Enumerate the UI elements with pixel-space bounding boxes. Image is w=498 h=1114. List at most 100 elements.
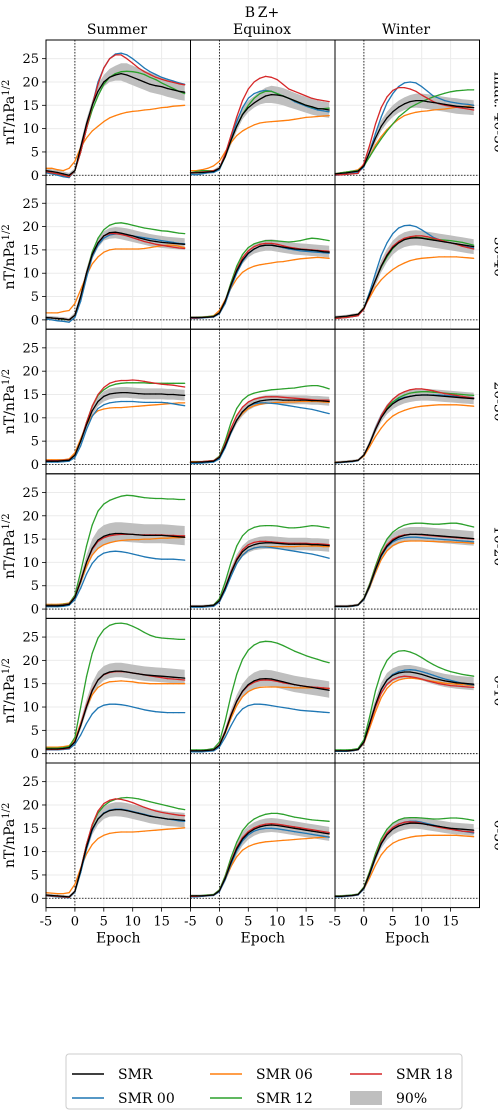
- data-point-smr: [126, 74, 128, 76]
- data-point-smr: [403, 534, 405, 537]
- data-point-smr06: [172, 828, 174, 830]
- data-point-smr18: [114, 233, 116, 235]
- data-point-smr00: [85, 428, 88, 431]
- data-point-smr06: [114, 115, 116, 117]
- data-point-smr18: [450, 685, 452, 687]
- data-point-smr06: [403, 262, 405, 264]
- row-label-4: 0-10: [491, 675, 498, 706]
- data-point-smr12: [241, 399, 244, 401]
- data-point-smr: [172, 393, 174, 396]
- data-point-smr06: [259, 264, 261, 266]
- data-point-smr00: [317, 410, 319, 412]
- data-point-smr12: [184, 498, 186, 501]
- data-point-smr: [282, 399, 284, 401]
- data-point-smr: [403, 823, 405, 825]
- data-point-smr12: [253, 818, 255, 820]
- data-point-smr06: [68, 167, 70, 169]
- data-point-smr00: [288, 707, 290, 710]
- data-point-smr00: [253, 93, 255, 95]
- data-point-smr06: [126, 111, 128, 113]
- data-point-smr12: [259, 241, 261, 243]
- data-point-smr06: [374, 864, 377, 866]
- data-point-smr: [155, 675, 157, 677]
- data-point-smr: [461, 682, 463, 684]
- panel-r1-c1: [189, 184, 336, 330]
- data-point-smr: [374, 856, 377, 858]
- data-point-smr18: [109, 58, 111, 60]
- data-point-smr12: [137, 628, 140, 630]
- data-point-smr00: [85, 277, 88, 279]
- data-point-smr18: [149, 73, 151, 76]
- data-point-smr00: [143, 401, 145, 403]
- x-tick-label: 0: [360, 915, 368, 930]
- data-point-smr: [97, 539, 99, 541]
- data-point-smr06: [305, 545, 307, 547]
- data-point-smr: [426, 675, 429, 677]
- data-point-smr18: [178, 83, 180, 85]
- data-point-smr00: [398, 671, 400, 673]
- data-point-smr18: [380, 107, 382, 109]
- data-point-smr: [369, 442, 371, 445]
- data-point-smr18: [85, 128, 88, 130]
- data-point-smr12: [455, 240, 457, 243]
- data-point-smr12: [132, 382, 134, 384]
- data-point-smr: [432, 677, 434, 679]
- data-point-smr12: [143, 799, 145, 801]
- data-point-smr12: [444, 669, 446, 671]
- data-point-smr06: [299, 258, 301, 260]
- data-point-smr06: [288, 119, 290, 121]
- data-point-smr: [166, 818, 168, 820]
- data-point-smr12: [265, 90, 267, 92]
- data-point-smr06: [415, 835, 417, 837]
- data-point-smr: [438, 395, 440, 397]
- data-point-smr: [172, 242, 174, 244]
- data-point-smr06: [461, 404, 463, 406]
- data-point-smr: [392, 403, 394, 405]
- data-point-smr: [137, 812, 140, 815]
- data-point-smr06: [421, 835, 423, 837]
- data-point-smr00: [57, 174, 59, 176]
- data-point-smr06: [184, 104, 186, 106]
- data-point-smr06: [270, 686, 272, 688]
- data-point-smr12: [103, 83, 105, 85]
- y-tick-label: 0: [31, 603, 39, 618]
- data-point-smr00: [322, 556, 324, 558]
- data-point-smr00: [132, 553, 134, 555]
- data-point-smr: [253, 402, 255, 404]
- y-tick-label: 0: [31, 458, 39, 473]
- data-point-smr00: [80, 587, 82, 589]
- data-point-smr: [247, 107, 249, 109]
- series-smr00-line: [46, 400, 185, 463]
- data-point-smr12: [293, 387, 296, 389]
- data-point-smr: [51, 894, 53, 897]
- data-point-smr: [62, 895, 64, 898]
- data-point-smr06: [132, 539, 134, 541]
- data-point-smr06: [62, 893, 64, 895]
- data-point-smr06: [473, 257, 475, 259]
- y-axis-label-main: nT/nPa: [2, 819, 18, 868]
- data-point-smr12: [132, 495, 134, 497]
- data-point-smr12: [161, 230, 163, 232]
- data-point-smr: [178, 819, 180, 821]
- data-point-smr18: [241, 549, 244, 551]
- data-point-smr: [346, 750, 348, 752]
- data-point-smr18: [421, 94, 423, 96]
- data-point-smr06: [155, 829, 157, 831]
- data-point-smr00: [403, 225, 405, 227]
- data-point-smr00: [415, 226, 417, 228]
- data-point-smr12: [409, 523, 411, 525]
- data-point-smr12: [432, 523, 434, 525]
- panel-frame: [334, 617, 480, 764]
- data-point-smr: [317, 831, 319, 833]
- data-point-smr: [132, 76, 134, 78]
- data-point-smr06: [421, 405, 423, 407]
- data-point-smr: [380, 554, 382, 557]
- data-point-smr: [230, 139, 232, 141]
- data-point-smr18: [276, 243, 278, 245]
- data-point-smr06: [265, 121, 267, 123]
- data-point-smr06: [97, 256, 99, 258]
- data-point-smr00: [276, 547, 278, 550]
- data-point-smr00: [120, 551, 122, 553]
